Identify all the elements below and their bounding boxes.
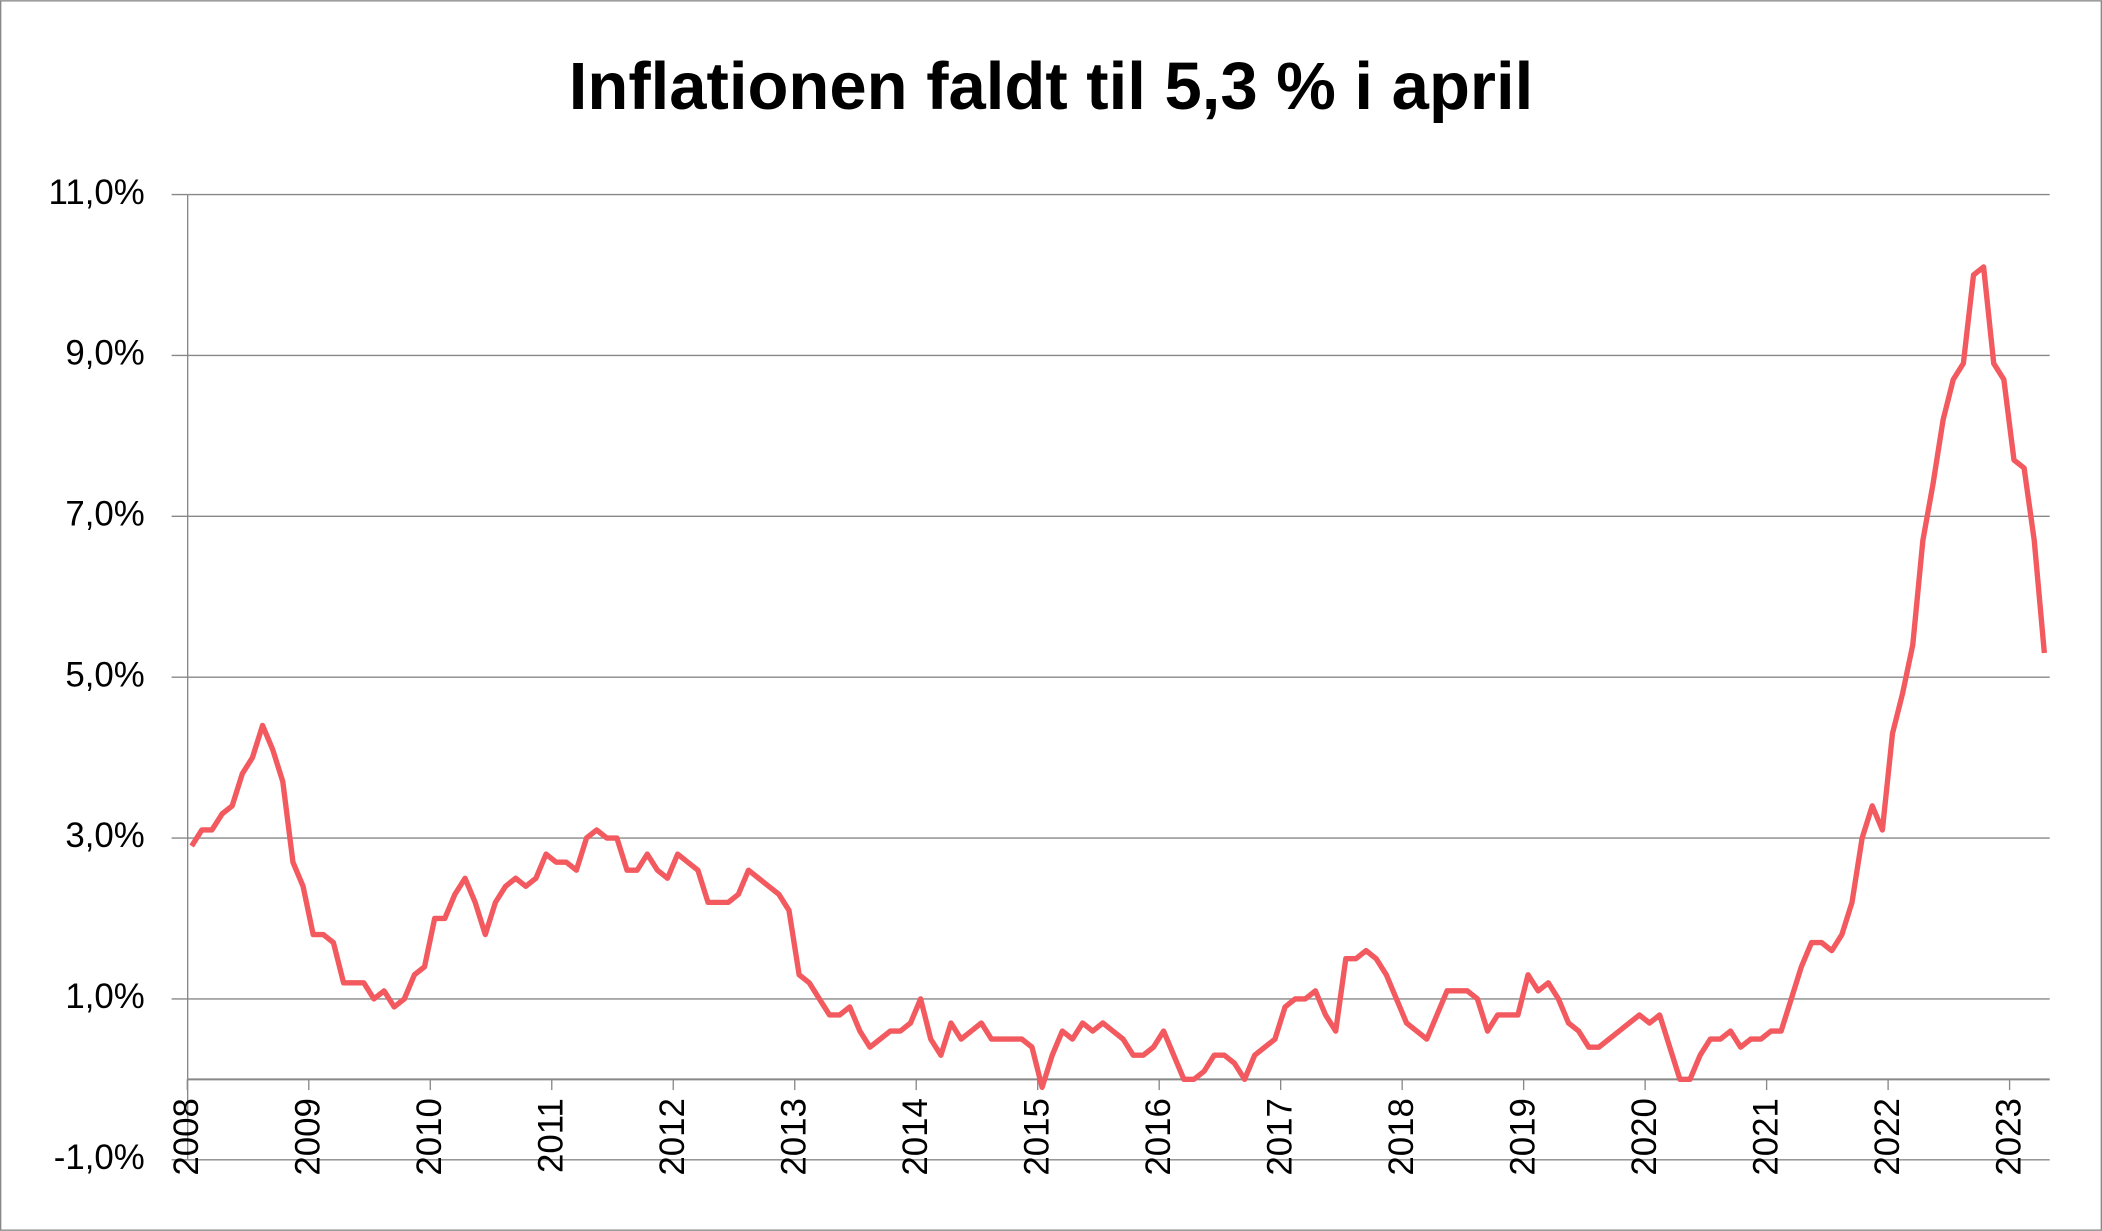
x-tick-label: 2016 — [1139, 1098, 1178, 1176]
x-tick-label: 2012 — [653, 1098, 692, 1176]
y-tick-label: 11,0% — [49, 173, 145, 212]
x-tick-label: 2013 — [775, 1098, 814, 1176]
x-tick-label: 2015 — [1018, 1098, 1057, 1176]
y-tick-label: 3,0% — [65, 816, 144, 855]
y-tick-label: 7,0% — [65, 495, 144, 534]
y-tick-label: 5,0% — [65, 655, 144, 694]
x-tick-label: 2022 — [1868, 1098, 1907, 1176]
x-tick-label: 2018 — [1382, 1098, 1421, 1176]
y-tick-label: 9,0% — [65, 334, 144, 373]
data-line — [189, 264, 2048, 1091]
x-tick-label: 2023 — [1990, 1098, 2029, 1176]
y-tick-label: -1,0% — [54, 1138, 145, 1177]
x-tick-label: 2008 — [167, 1098, 206, 1176]
x-tick-label: 2010 — [410, 1098, 449, 1176]
x-tick-label: 2021 — [1747, 1098, 1786, 1176]
chart-title: Inflationen faldt til 5,3 % i april — [569, 49, 1533, 124]
y-tick-label: 1,0% — [65, 977, 144, 1016]
x-tick-label: 2011 — [532, 1098, 571, 1173]
x-tick-label: 2009 — [289, 1098, 328, 1176]
x-tick-label: 2017 — [1261, 1098, 1300, 1176]
x-tick-label: 2014 — [896, 1098, 935, 1176]
x-tick-label: 2020 — [1625, 1098, 1664, 1176]
x-tick-label: 2019 — [1504, 1098, 1543, 1176]
